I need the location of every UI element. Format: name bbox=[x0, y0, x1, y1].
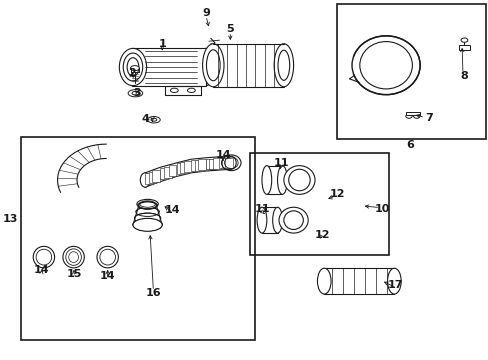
Ellipse shape bbox=[97, 246, 118, 268]
Ellipse shape bbox=[206, 50, 220, 81]
Ellipse shape bbox=[130, 66, 139, 71]
Bar bbox=[213, 158, 221, 169]
Ellipse shape bbox=[140, 173, 150, 187]
Bar bbox=[222, 158, 229, 168]
Bar bbox=[191, 160, 199, 171]
Bar bbox=[262, 207, 277, 233]
Text: 12: 12 bbox=[329, 189, 345, 199]
Ellipse shape bbox=[202, 44, 224, 87]
Ellipse shape bbox=[128, 90, 142, 97]
Bar bbox=[152, 170, 160, 182]
Ellipse shape bbox=[288, 169, 309, 191]
Ellipse shape bbox=[123, 53, 142, 81]
Ellipse shape bbox=[387, 268, 400, 294]
Text: 17: 17 bbox=[387, 280, 403, 290]
Ellipse shape bbox=[460, 38, 467, 42]
Ellipse shape bbox=[274, 44, 293, 87]
Ellipse shape bbox=[272, 207, 282, 233]
Bar bbox=[224, 158, 232, 168]
Ellipse shape bbox=[170, 88, 178, 93]
Text: 12: 12 bbox=[314, 230, 330, 239]
Ellipse shape bbox=[132, 91, 139, 95]
Text: 1: 1 bbox=[158, 39, 166, 49]
Text: 13: 13 bbox=[2, 215, 18, 224]
Text: 8: 8 bbox=[459, 71, 467, 81]
Ellipse shape bbox=[284, 211, 303, 229]
Ellipse shape bbox=[351, 36, 419, 95]
Bar bbox=[176, 163, 184, 174]
Bar bbox=[198, 159, 206, 170]
Ellipse shape bbox=[127, 58, 139, 76]
Text: 14: 14 bbox=[100, 271, 115, 281]
Bar bbox=[183, 161, 191, 172]
Ellipse shape bbox=[187, 88, 195, 93]
Text: 10: 10 bbox=[374, 204, 389, 214]
Text: 14: 14 bbox=[34, 265, 49, 275]
Text: 11: 11 bbox=[273, 158, 288, 168]
Text: 6: 6 bbox=[406, 140, 413, 150]
Ellipse shape bbox=[147, 117, 160, 123]
Bar bbox=[164, 167, 172, 178]
Bar bbox=[132, 48, 205, 86]
Ellipse shape bbox=[277, 166, 286, 194]
Ellipse shape bbox=[359, 41, 411, 89]
Bar bbox=[405, 112, 419, 116]
Bar bbox=[209, 158, 217, 169]
Bar bbox=[337, 4, 485, 139]
Text: 4: 4 bbox=[142, 114, 149, 124]
Ellipse shape bbox=[257, 207, 266, 233]
Ellipse shape bbox=[139, 202, 156, 209]
Ellipse shape bbox=[33, 246, 55, 268]
Bar bbox=[205, 159, 213, 170]
Bar bbox=[148, 172, 156, 183]
Bar bbox=[219, 158, 227, 168]
Ellipse shape bbox=[226, 156, 236, 169]
Ellipse shape bbox=[284, 166, 314, 194]
Ellipse shape bbox=[133, 219, 162, 231]
Bar bbox=[144, 173, 152, 184]
Text: 14: 14 bbox=[215, 150, 230, 160]
Text: 14: 14 bbox=[165, 206, 181, 216]
Text: 2: 2 bbox=[128, 68, 136, 78]
Text: 5: 5 bbox=[226, 24, 234, 35]
Ellipse shape bbox=[210, 44, 216, 48]
Text: 15: 15 bbox=[67, 269, 82, 279]
Bar bbox=[249, 153, 388, 255]
Ellipse shape bbox=[262, 166, 271, 194]
Bar bbox=[168, 165, 176, 176]
Bar bbox=[266, 166, 282, 194]
Bar bbox=[458, 45, 469, 50]
Text: 7: 7 bbox=[424, 113, 432, 123]
Ellipse shape bbox=[197, 48, 214, 86]
Ellipse shape bbox=[151, 118, 157, 121]
Ellipse shape bbox=[63, 246, 84, 268]
Bar bbox=[180, 162, 187, 173]
Bar bbox=[194, 160, 202, 171]
Bar bbox=[21, 137, 254, 339]
Ellipse shape bbox=[279, 207, 307, 233]
Text: 11: 11 bbox=[254, 204, 269, 214]
Ellipse shape bbox=[278, 50, 289, 80]
Text: 9: 9 bbox=[202, 8, 209, 18]
Bar bbox=[160, 168, 167, 179]
Ellipse shape bbox=[201, 55, 210, 79]
Text: 3: 3 bbox=[133, 88, 141, 98]
Text: 16: 16 bbox=[145, 288, 161, 298]
Ellipse shape bbox=[317, 268, 330, 294]
Ellipse shape bbox=[119, 48, 146, 86]
